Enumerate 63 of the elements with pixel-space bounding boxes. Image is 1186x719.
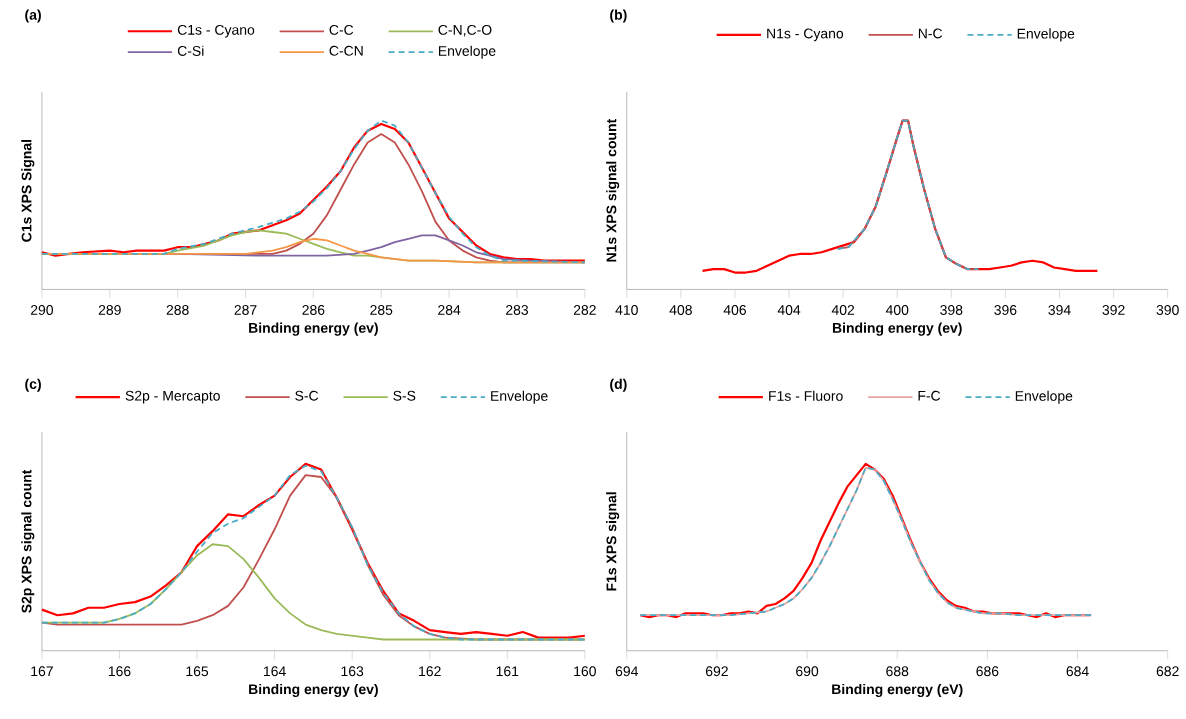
x-tick-label: 287 [234,305,257,316]
legend-label: S-C [295,391,319,401]
legend-label: N1s - Cyano [767,28,844,42]
legend-label: C1s - Cyano [177,25,255,38]
x-tick-label: 166 [108,666,131,677]
x-axis-title: Binding energy (ev) [249,684,378,698]
x-tick-label: 688 [886,666,909,677]
legend-label: Envelope [438,45,496,59]
legend-label: C-N,C-O [438,25,492,37]
legend-label: C-Si [177,45,204,57]
chart-title: (c) [25,378,41,392]
x-tick-label: 290 [30,305,54,316]
chart-title: (b) [610,9,627,23]
x-tick-label: 286 [302,305,325,316]
x-tick-label: 406 [723,305,746,316]
x-tick-label: 390 [1156,305,1179,316]
x-tick-label: 283 [506,305,528,316]
x-tick-label: 402 [831,305,855,316]
x-tick-label: 163 [341,666,364,677]
x-tick-label: 164 [264,666,286,677]
legend-label: N-C [918,28,943,39]
x-axis-title: Binding energy (ev) [832,322,962,336]
legend-label: S2p - Mercapto [125,391,220,404]
x-tick-label: 167 [31,666,53,677]
x-tick-label: 694 [615,666,638,677]
x-tick-label: 690 [796,666,819,677]
x-tick-label: 392 [1102,305,1125,316]
x-tick-label: 408 [669,305,692,316]
chart-title: (d) [610,378,627,392]
chart-title: (a) [25,9,41,23]
x-tick-label: 686 [976,666,999,677]
x-tick-label: 404 [777,305,801,316]
x-tick-label: 288 [166,305,189,316]
y-axis-title: S2p XPS signal count [21,469,35,614]
x-tick-label: 692 [705,666,728,677]
legend-label: Envelope [1015,390,1073,404]
legend-label: F-C [918,391,941,401]
x-tick-label: 162 [419,666,441,677]
x-tick-label: 165 [186,666,209,677]
y-axis-title: C1s XPS Signal [21,140,35,242]
x-tick-label: 684 [1066,666,1089,677]
x-tick-label: 289 [98,305,121,316]
y-axis-title: F1s XPS signal [606,492,620,591]
x-tick-label: 161 [496,666,519,677]
x-tick-label: 160 [574,666,596,677]
x-tick-label: 410 [615,305,638,316]
legend-label: S-S [393,391,416,401]
x-axis-title: Binding energy (eV) [832,684,963,698]
x-tick-label: 285 [370,305,393,316]
y-axis-title: N1s XPS signal count [606,119,620,262]
x-tick-label: 284 [438,305,461,316]
x-axis-title: Binding energy (ev) [249,322,378,336]
x-tick-label: 398 [940,305,963,316]
x-tick-label: 400 [885,305,909,316]
legend-label: F1s - Fluoro [769,390,843,402]
x-tick-label: 394 [1048,305,1071,316]
x-tick-label: 282 [573,305,596,316]
x-tick-label: 682 [1156,666,1179,677]
legend-label: Envelope [491,390,548,404]
legend-label: C-CN [329,46,363,56]
x-tick-label: 396 [994,305,1017,316]
legend-label: C-C [329,25,354,35]
legend-label: Envelope [1017,28,1075,42]
